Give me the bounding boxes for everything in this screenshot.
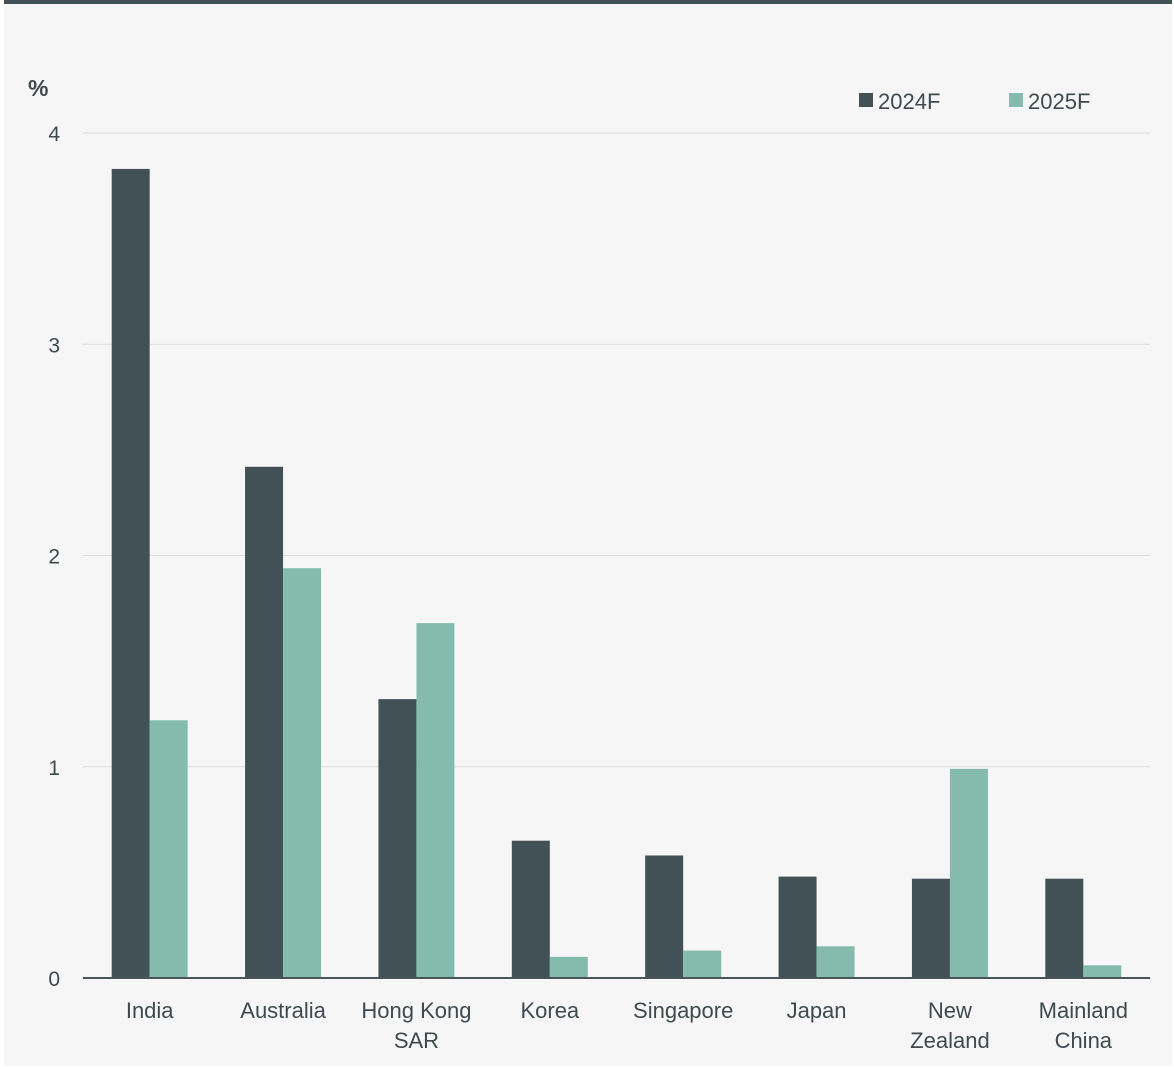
x-category-label: Hong Kong: [361, 998, 471, 1023]
bar-2024F-1: [245, 466, 284, 978]
x-category-label: Zealand: [910, 1028, 990, 1053]
x-category-label: Singapore: [633, 998, 733, 1023]
bar-2025F-1: [283, 568, 322, 978]
bar-2024F-3: [511, 840, 550, 978]
y-axis-unit-label: %: [28, 75, 48, 101]
x-category-label: Korea: [520, 998, 579, 1023]
legend-label: 2024F: [878, 89, 940, 114]
y-tick-label: 3: [48, 334, 60, 357]
legend-swatch-2025F: [1009, 93, 1023, 107]
bars: [111, 168, 1122, 979]
bar-2024F-6: [911, 878, 950, 978]
y-tick-label: 0: [48, 968, 60, 991]
bar-2025F-7: [1083, 965, 1122, 978]
x-category-label: New: [928, 998, 972, 1023]
bar-2025F-6: [949, 768, 988, 978]
x-category-label: Australia: [240, 998, 326, 1023]
bar-2024F-7: [1045, 878, 1084, 978]
bar-2024F-0: [111, 168, 150, 979]
gridlines: [83, 132, 1150, 768]
bar-2024F-4: [645, 855, 684, 978]
bar-2025F-4: [683, 950, 722, 978]
bar-2025F-0: [149, 720, 188, 978]
x-category-label: Mainland: [1039, 998, 1128, 1023]
legend: 2024F 2025F: [859, 89, 1090, 114]
y-axis-ticks: 0 1 2 3 4: [48, 123, 60, 991]
y-tick-label: 2: [48, 546, 60, 569]
bar-2024F-2: [378, 699, 417, 978]
legend-label: 2025F: [1028, 89, 1090, 114]
legend-swatch-2024F: [859, 93, 873, 107]
bar-2025F-3: [549, 956, 588, 978]
y-tick-label: 4: [48, 123, 60, 146]
bar-2025F-2: [416, 623, 455, 978]
x-category-label: China: [1055, 1028, 1113, 1053]
y-tick-label: 1: [48, 757, 60, 780]
x-category-label: India: [126, 998, 174, 1023]
x-category-label: Japan: [787, 998, 847, 1023]
bar-2024F-5: [778, 876, 817, 978]
x-axis-categories: India Australia Hong Kong SAR Korea Singapore…: [126, 998, 1128, 1053]
bar-2025F-5: [816, 946, 855, 978]
x-category-label: SAR: [394, 1028, 439, 1053]
